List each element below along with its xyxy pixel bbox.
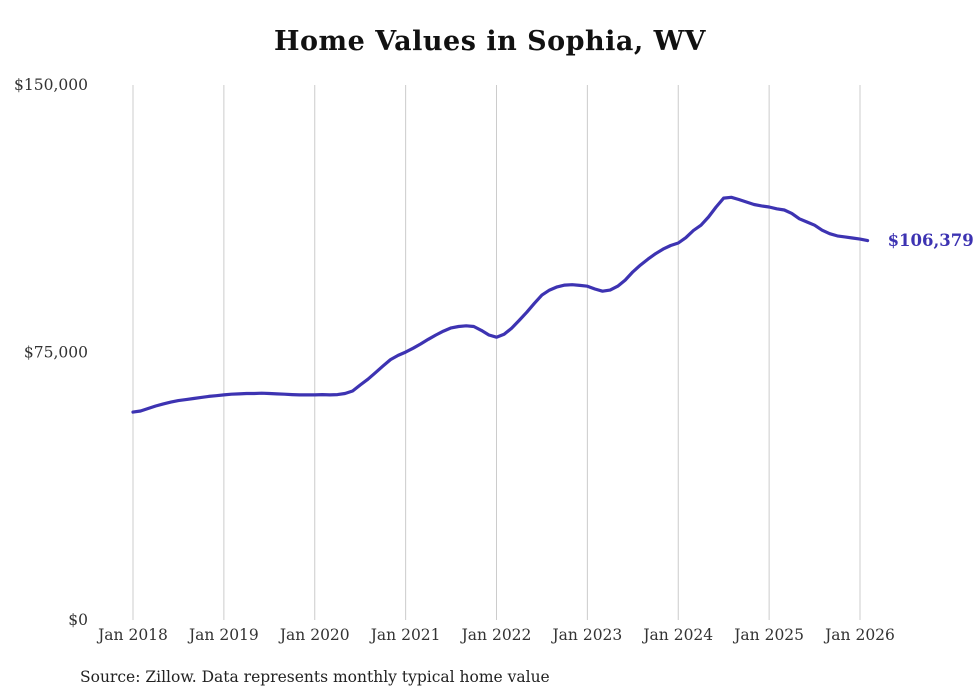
y-tick-label: $0 — [68, 611, 88, 629]
x-tick-label: Jan 2026 — [823, 626, 895, 644]
value-line — [131, 195, 870, 414]
x-tick-label: Jan 2022 — [460, 626, 532, 644]
source-note: Source: Zillow. Data represents monthly … — [80, 668, 550, 686]
x-tick-label: Jan 2021 — [369, 626, 441, 644]
x-tick-label: Jan 2024 — [641, 626, 713, 644]
x-tick-label: Jan 2023 — [550, 626, 622, 644]
y-tick-label: $75,000 — [24, 344, 88, 362]
x-tick-label: Jan 2018 — [96, 626, 168, 644]
y-tick-label: $150,000 — [14, 76, 88, 94]
end-value-label: $106,379 — [888, 231, 974, 250]
x-tick-label: Jan 2019 — [187, 626, 259, 644]
x-tick-label: Jan 2020 — [278, 626, 350, 644]
chart-title: Home Values in Sophia, WV — [274, 26, 706, 57]
x-tick-label: Jan 2025 — [732, 626, 804, 644]
